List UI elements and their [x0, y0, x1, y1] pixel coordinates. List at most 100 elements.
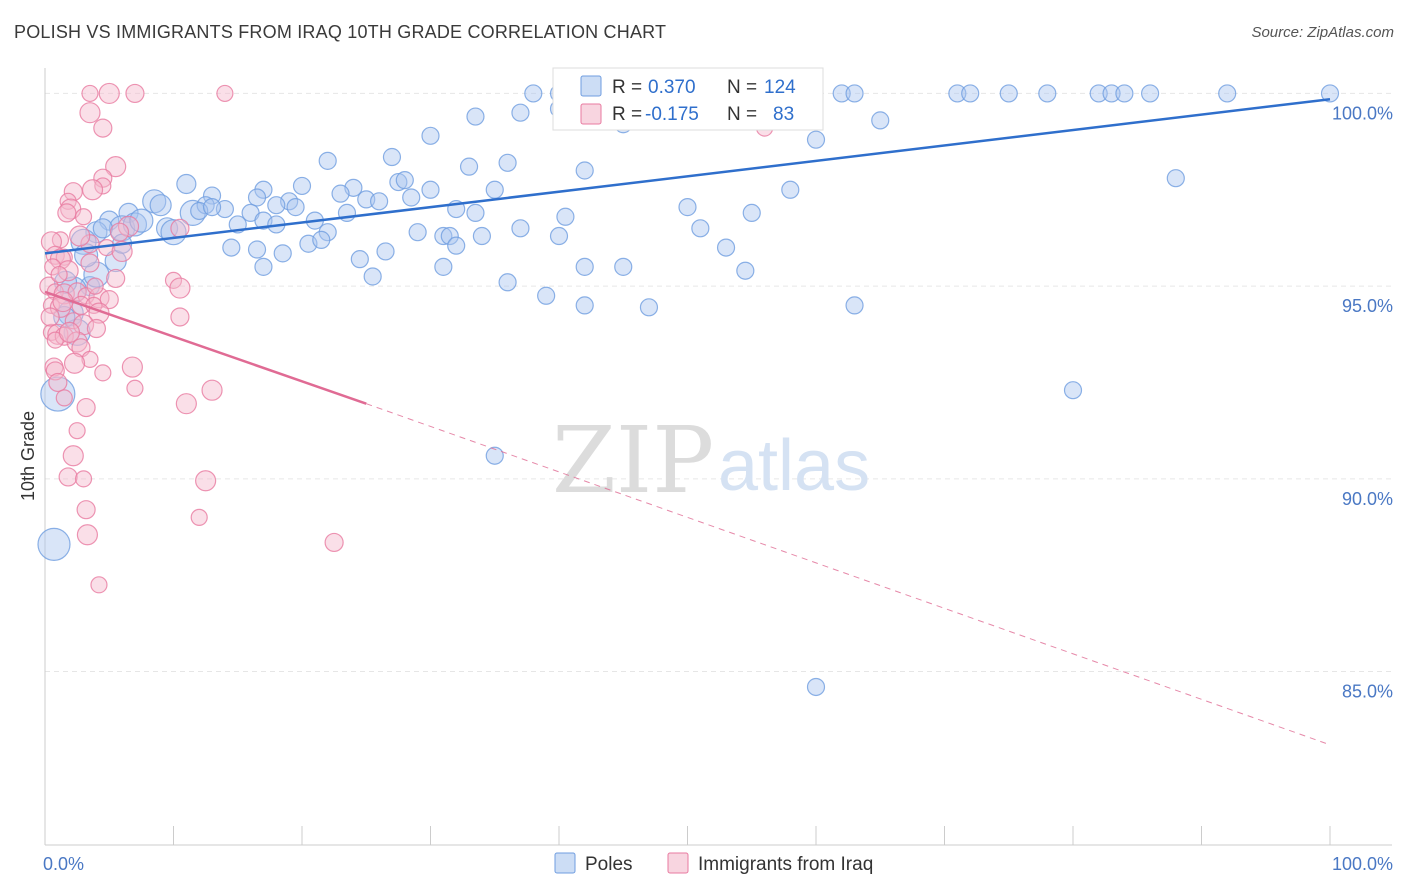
poles-point: [176, 173, 197, 195]
poles-point: [537, 286, 556, 305]
iraq-point: [216, 84, 234, 103]
poles-point: [318, 151, 337, 170]
poles-point: [1320, 84, 1340, 103]
poles-point: [466, 107, 485, 126]
poles-point: [1140, 84, 1160, 103]
iraq-point: [57, 260, 79, 282]
chart-source: Source: ZipAtlas.com: [1251, 24, 1394, 41]
iraq-point: [190, 508, 208, 526]
iraq-point: [90, 576, 108, 594]
watermark-zip: ZIP: [552, 407, 714, 514]
poles-point: [806, 677, 826, 697]
iraq-point: [50, 265, 68, 284]
poles-point: [511, 219, 530, 238]
iraq-point: [170, 307, 190, 327]
iraq-point: [57, 203, 77, 223]
poles-point: [472, 226, 491, 246]
iraq-point: [121, 356, 143, 378]
iraq-point: [79, 102, 101, 124]
poles-point: [575, 161, 594, 180]
iraq-point: [86, 318, 107, 339]
iraq-point: [58, 321, 81, 343]
iraq-point: [55, 389, 73, 407]
poles-point: [312, 230, 331, 249]
iraq-point: [48, 372, 68, 393]
iraq-point: [106, 268, 126, 289]
legend-swatch-iraq: [667, 852, 689, 874]
bottom-legend: Poles Immigrants from Iraq: [554, 852, 873, 875]
chart-title: POLISH VS IMMIGRANTS FROM IRAQ 10TH GRAD…: [14, 22, 667, 42]
poles-point: [447, 236, 466, 255]
poles-point: [440, 226, 459, 246]
poles-point: [948, 84, 967, 103]
stats-n-value-poles: 124: [764, 77, 796, 98]
poles-point: [247, 240, 267, 259]
poles-point: [395, 171, 414, 190]
poles-point: [511, 103, 530, 122]
watermark-atlas: atlas: [718, 426, 870, 506]
poles-point: [639, 298, 659, 317]
stats-n-label-poles: N =: [727, 77, 757, 98]
poles-point: [370, 192, 389, 211]
iraq-trend-line: [44, 290, 367, 405]
poles-point: [254, 257, 273, 276]
poles-point: [1218, 84, 1237, 103]
legend-swatch-poles: [554, 852, 576, 874]
poles-point: [524, 84, 543, 103]
poles-point: [421, 180, 440, 199]
poles-point: [408, 223, 427, 242]
poles-point: [382, 147, 402, 167]
poles-point: [1089, 84, 1108, 103]
poles-point: [498, 153, 517, 172]
y-tick-label: 100.0%: [1332, 103, 1393, 123]
y-tick-label: 85.0%: [1342, 682, 1393, 702]
poles-point: [376, 242, 395, 261]
legend-label-poles: Poles: [585, 854, 633, 875]
iraq-point: [111, 240, 133, 263]
poles-point: [575, 257, 594, 276]
tick-layer: 100.0% 95.0% 90.0% 85.0% 0.0% 100.0%: [43, 103, 1393, 874]
y-tick-label: 90.0%: [1342, 489, 1393, 509]
iraq-point: [45, 361, 65, 381]
iraq-point: [201, 379, 223, 401]
poles-point: [331, 184, 350, 203]
stats-r-label-iraq: R =: [612, 104, 642, 125]
axis-layer: [44, 68, 1392, 846]
poles-point: [845, 84, 864, 103]
iraq-point: [125, 83, 145, 104]
iraq-point: [81, 350, 99, 368]
poles-point: [83, 261, 110, 288]
poles-point: [806, 130, 826, 149]
stats-r-value-iraq: -0.175: [645, 104, 699, 125]
iraq-point: [69, 225, 91, 247]
iraq-point: [80, 253, 100, 273]
poles-point: [485, 446, 504, 465]
stats-n-value-iraq: 83: [773, 104, 794, 125]
poles-point: [389, 172, 408, 192]
poles-point: [716, 238, 736, 257]
poles-point: [129, 208, 154, 233]
poles-point: [202, 198, 222, 217]
iraq-point: [74, 470, 93, 488]
poles-point: [92, 218, 113, 239]
iraq-point: [170, 218, 190, 238]
iraq-point: [109, 222, 130, 242]
iraq-point: [63, 352, 86, 374]
stats-n-label-iraq: N =: [727, 104, 757, 125]
legend-label-iraq: Immigrants from Iraq: [698, 854, 873, 875]
grid-layer: [45, 92, 1392, 673]
x-tick-label: 100.0%: [1332, 854, 1393, 874]
poles-point: [267, 196, 286, 215]
iraq-point: [68, 422, 86, 440]
poles-point: [556, 207, 575, 226]
poles-point: [149, 194, 172, 217]
poles-point: [466, 203, 485, 222]
trend-layer: [44, 97, 1331, 746]
iraq-point: [81, 179, 104, 201]
iraq-point: [126, 379, 144, 397]
poles-point: [485, 180, 504, 199]
iraq-point: [81, 84, 99, 103]
poles-point: [549, 226, 569, 246]
poles-point: [961, 84, 980, 103]
poles-point: [286, 198, 305, 217]
